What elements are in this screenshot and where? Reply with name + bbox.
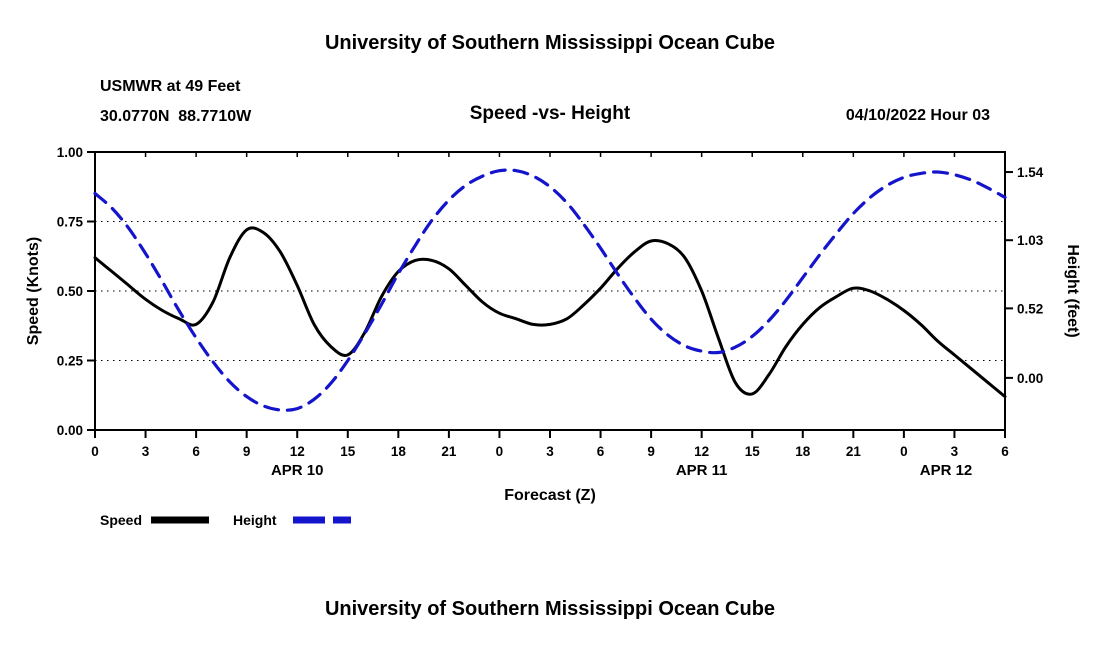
y-axis-title-left: Speed (Knots) <box>25 237 42 345</box>
x-tick-label: 15 <box>745 444 761 459</box>
x-tick-label: 9 <box>647 444 655 459</box>
legend-label-speed: Speed <box>100 512 142 528</box>
x-tick-label: 12 <box>290 444 305 459</box>
x-tick-label: 9 <box>243 444 251 459</box>
x-tick-label: 3 <box>951 444 959 459</box>
x-axis-title: Forecast (Z) <box>504 487 596 504</box>
x-tick-label: 6 <box>1001 444 1009 459</box>
forecast-datetime: 04/10/2022 Hour 03 <box>845 107 990 124</box>
x-tick-label: 3 <box>546 444 554 459</box>
x-tick-label: 15 <box>340 444 356 459</box>
x-tick-label: 18 <box>795 444 811 459</box>
x-tick-label: 6 <box>192 444 200 459</box>
station-coordinates: 30.0770N 88.7710W <box>100 108 252 125</box>
right-tick-label: 1.03 <box>1017 233 1044 248</box>
x-tick-label: 3 <box>142 444 150 459</box>
date-label: APR 11 <box>676 462 728 479</box>
right-tick-label: 0.52 <box>1017 301 1043 316</box>
station-label: USMWR at 49 Feet <box>100 78 241 95</box>
legend-label-height: Height <box>233 512 277 528</box>
left-tick-label: 0.00 <box>57 423 83 438</box>
x-tick-label: 12 <box>694 444 709 459</box>
x-tick-label: 6 <box>597 444 605 459</box>
page-title: University of Southern Mississippi Ocean… <box>324 32 776 54</box>
left-tick-label: 0.75 <box>57 215 84 230</box>
right-tick-label: 0.00 <box>1017 371 1043 386</box>
date-label: APR 12 <box>920 462 973 479</box>
right-tick-label: 1.54 <box>1017 165 1044 180</box>
x-tick-label: 21 <box>441 444 457 459</box>
left-tick-label: 0.25 <box>57 354 84 369</box>
y-axis-title-right: Height (feet) <box>1064 244 1081 337</box>
x-tick-label: 21 <box>846 444 862 459</box>
height-line <box>93 168 1007 412</box>
left-tick-label: 1.00 <box>57 145 83 160</box>
left-tick-label: 0.50 <box>57 284 83 299</box>
x-tick-label: 0 <box>900 444 908 459</box>
x-tick-label: 18 <box>391 444 407 459</box>
date-label: APR 10 <box>271 462 324 479</box>
x-tick-label: 0 <box>91 444 99 459</box>
chart-title: Speed -vs- Height <box>469 103 631 124</box>
x-tick-label: 0 <box>496 444 504 459</box>
speed-line <box>93 226 1007 399</box>
page-title-bottom: University of Southern Mississippi Ocean… <box>324 598 776 620</box>
